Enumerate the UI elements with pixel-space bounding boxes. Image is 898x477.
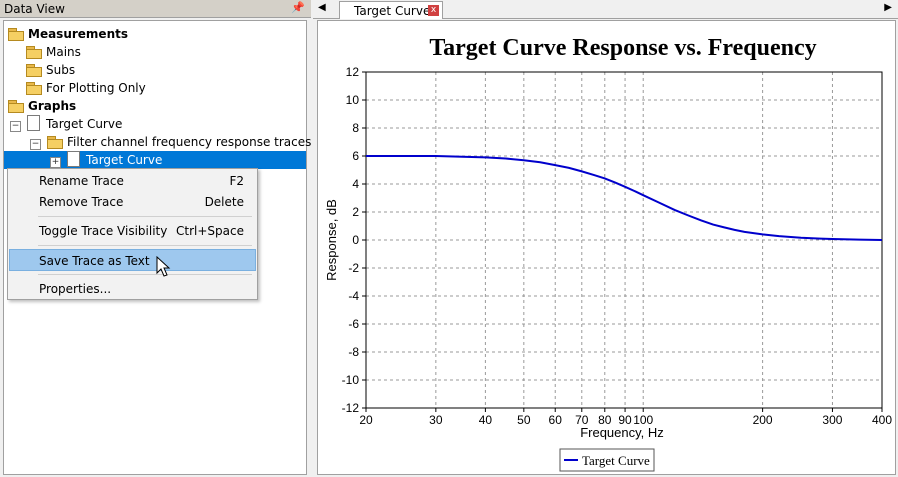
y-tick-label: 0 xyxy=(352,233,359,247)
y-axis-label: Response, dB xyxy=(324,199,339,281)
document-tab-strip: ◀ Target Curve x ▶ xyxy=(313,0,898,19)
collapse-icon[interactable]: − xyxy=(30,139,41,150)
y-tick-label: -10 xyxy=(342,373,360,387)
panel-title: Data View xyxy=(4,2,65,16)
y-tick-label: 12 xyxy=(346,65,360,79)
x-axis-label: Frequency, Hz xyxy=(580,425,664,440)
y-tick-label: 6 xyxy=(352,149,359,163)
folder-open-icon xyxy=(8,28,24,41)
menu-separator xyxy=(38,274,252,275)
mouse-cursor-icon xyxy=(156,256,171,277)
tree-node-for-plotting-only[interactable]: For Plotting Only xyxy=(26,79,146,97)
folder-open-icon xyxy=(8,100,24,113)
folder-icon xyxy=(26,46,42,59)
folder-icon xyxy=(26,64,42,77)
y-tick-label: 4 xyxy=(352,177,359,191)
expand-icon[interactable]: + xyxy=(50,157,61,168)
scroll-left-icon[interactable]: ◀ xyxy=(318,2,326,13)
menu-separator xyxy=(38,245,252,246)
legend-entry: Target Curve xyxy=(582,453,650,468)
tree-node-mains[interactable]: Mains xyxy=(26,43,81,61)
y-tick-label: -12 xyxy=(342,401,360,415)
x-tick-label: 50 xyxy=(517,413,531,427)
menu-item-rename-trace[interactable]: Rename Trace F2 xyxy=(39,174,244,188)
y-tick-label: 8 xyxy=(352,121,359,135)
chart-title: Target Curve Response vs. Frequency xyxy=(429,35,816,61)
x-tick-label: 80 xyxy=(598,413,612,427)
x-tick-label: 40 xyxy=(479,413,493,427)
chart-area: Target Curve Response vs. Frequency 12 10… xyxy=(317,20,896,475)
tree-node-graphs[interactable]: Graphs xyxy=(8,97,76,115)
series-line-target-curve xyxy=(366,155,883,241)
y-tick-label: -2 xyxy=(348,261,359,275)
y-tick-label: 10 xyxy=(346,93,360,107)
x-tick-label: 60 xyxy=(549,413,563,427)
grid xyxy=(366,72,882,408)
x-tick-label: 70 xyxy=(575,413,589,427)
collapse-icon[interactable]: − xyxy=(10,121,21,132)
scroll-right-icon[interactable]: ▶ xyxy=(884,2,892,13)
x-tick-label: 30 xyxy=(429,413,443,427)
menu-item-properties[interactable]: Properties... xyxy=(39,282,112,296)
context-menu: Rename Trace F2 Remove Trace Delete Togg… xyxy=(7,168,258,300)
menu-item-toggle-visibility[interactable]: Toggle Trace Visibility Ctrl+Space xyxy=(39,224,244,238)
folder-icon xyxy=(26,82,42,95)
tree-node-filter-traces[interactable]: − Filter channel frequency response trace… xyxy=(30,135,312,150)
x-tick-label: 300 xyxy=(822,413,842,427)
chart: Target Curve Response vs. Frequency 12 10… xyxy=(324,35,892,472)
document-icon xyxy=(27,115,40,131)
menu-item-save-trace-as-text[interactable]: Save Trace as Text xyxy=(9,249,256,271)
y-tick-label: 2 xyxy=(352,205,359,219)
pin-icon[interactable]: 📌 xyxy=(291,1,305,14)
tree-node-selected-trace[interactable]: + Target Curve xyxy=(50,151,163,168)
x-tick-label: 200 xyxy=(753,413,773,427)
series-layer xyxy=(366,155,883,241)
y-tick-label: -8 xyxy=(348,345,359,359)
y-axis-ticks: 12 10 8 6 4 2 0 -2 -4 -6 -8 -10 -12 xyxy=(342,65,366,415)
menu-item-remove-trace[interactable]: Remove Trace Delete xyxy=(39,195,244,209)
tree-node-subs[interactable]: Subs xyxy=(26,61,75,79)
x-tick-label: 20 xyxy=(359,413,373,427)
x-axis-ticks: 20 30 40 50 60 70 80 90 100 200 300 400 xyxy=(359,408,892,427)
tab-target-curve[interactable]: Target Curve x xyxy=(339,1,443,19)
folder-open-icon xyxy=(47,136,63,149)
panel-header: Data View 📌 xyxy=(0,0,311,18)
close-icon[interactable]: x xyxy=(428,5,439,16)
y-tick-label: -4 xyxy=(348,289,359,303)
tree-node-target-curve-graph[interactable]: − Target Curve xyxy=(10,115,123,132)
y-tick-label: -6 xyxy=(348,317,359,331)
document-icon xyxy=(67,151,80,167)
menu-separator xyxy=(38,216,252,217)
tree-node-measurements[interactable]: Measurements xyxy=(8,25,128,43)
x-tick-label: 400 xyxy=(872,413,892,427)
x-tick-label: 100 xyxy=(633,413,653,427)
x-tick-label: 90 xyxy=(618,413,632,427)
legend: Target Curve xyxy=(559,448,655,472)
